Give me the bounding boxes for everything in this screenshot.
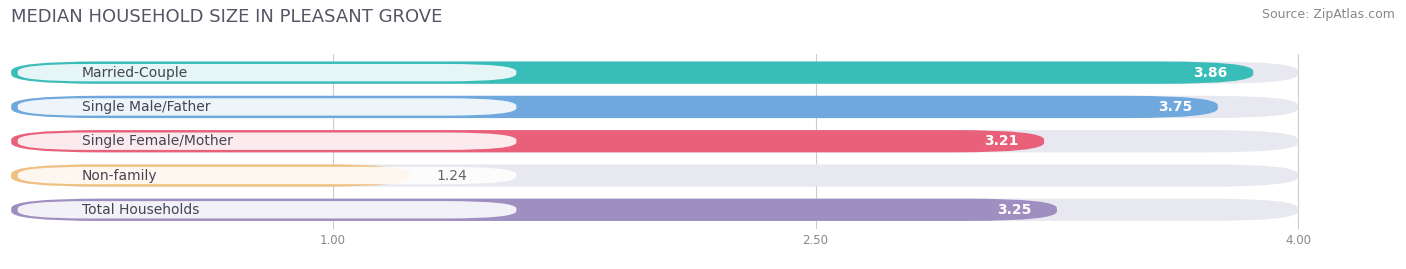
FancyBboxPatch shape [11,130,1045,152]
FancyBboxPatch shape [11,130,1298,152]
Text: 3.25: 3.25 [997,203,1031,217]
FancyBboxPatch shape [18,64,516,81]
FancyBboxPatch shape [11,62,1253,84]
FancyBboxPatch shape [11,199,1298,221]
FancyBboxPatch shape [11,199,1057,221]
FancyBboxPatch shape [11,96,1218,118]
FancyBboxPatch shape [18,98,516,116]
Text: 3.75: 3.75 [1157,100,1192,114]
FancyBboxPatch shape [11,96,1298,118]
Text: Source: ZipAtlas.com: Source: ZipAtlas.com [1261,8,1395,21]
Text: Married-Couple: Married-Couple [82,66,188,80]
Text: Total Households: Total Households [82,203,200,217]
Text: Single Male/Father: Single Male/Father [82,100,211,114]
FancyBboxPatch shape [11,164,411,187]
Text: Single Female/Mother: Single Female/Mother [82,134,233,148]
Text: MEDIAN HOUSEHOLD SIZE IN PLEASANT GROVE: MEDIAN HOUSEHOLD SIZE IN PLEASANT GROVE [11,8,443,26]
FancyBboxPatch shape [18,133,516,150]
FancyBboxPatch shape [11,62,1298,84]
Text: 3.86: 3.86 [1194,66,1227,80]
Text: 3.21: 3.21 [984,134,1018,148]
FancyBboxPatch shape [11,164,1298,187]
Text: Non-family: Non-family [82,168,157,182]
FancyBboxPatch shape [18,201,516,218]
FancyBboxPatch shape [18,167,516,184]
Text: 1.24: 1.24 [436,168,467,182]
